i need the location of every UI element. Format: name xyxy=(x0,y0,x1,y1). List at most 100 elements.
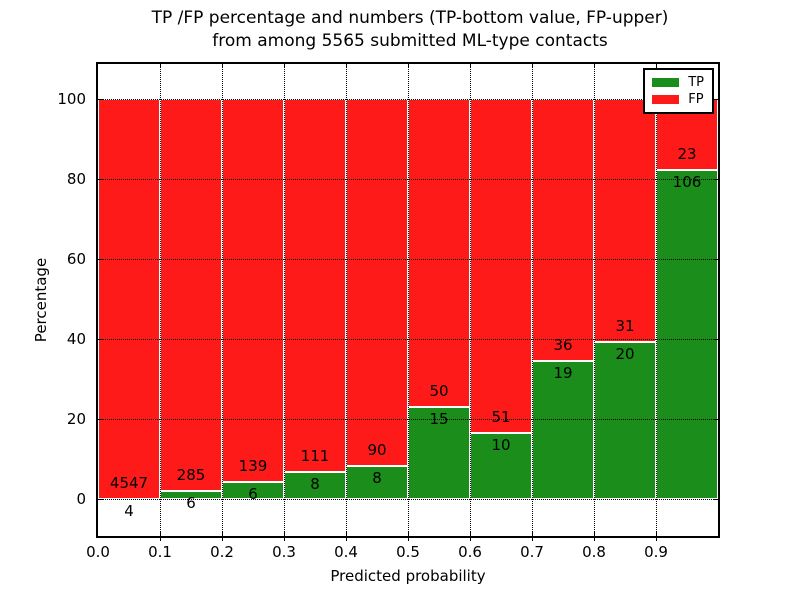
x-tick-mark-top xyxy=(222,64,223,68)
tp-count-label: 6 xyxy=(248,485,258,504)
tp-count-label: 106 xyxy=(672,173,702,192)
y-tick-mark-left xyxy=(98,259,103,260)
y-tick-mark-right xyxy=(713,339,718,340)
bar-segment-fp xyxy=(160,99,222,491)
fp-count-label: 23 xyxy=(677,145,697,164)
y-tick-label: 20 xyxy=(66,410,86,428)
x-tick-mark-bottom xyxy=(594,532,595,541)
bar-segment-tp xyxy=(408,406,470,499)
chart-title-line1: TP /FP percentage and numbers (TP-bottom… xyxy=(151,8,669,28)
y-tick-mark-right xyxy=(713,419,718,420)
bar-segment-fp xyxy=(284,99,346,473)
bar-segment-fp xyxy=(594,99,656,343)
x-tick-mark-top xyxy=(408,64,409,68)
y-tick-label: 100 xyxy=(57,90,86,108)
legend-swatch-fp xyxy=(652,95,680,104)
bar-segment-fp xyxy=(222,99,284,483)
bar-segment-tp xyxy=(470,433,532,499)
y-tick-mark-right xyxy=(713,99,718,100)
y-tick-mark-left xyxy=(98,179,103,180)
v-gridline xyxy=(346,64,347,536)
x-tick-label: 0.5 xyxy=(396,543,420,561)
y-tick-mark-right xyxy=(713,499,718,500)
bar-segment-fp xyxy=(532,99,594,361)
v-gridline xyxy=(160,64,161,536)
bar-segment-tp xyxy=(656,170,718,499)
bar-segment-fp xyxy=(98,99,160,499)
x-tick-mark-bottom xyxy=(656,532,657,541)
legend-item-fp: FP xyxy=(652,91,704,108)
tp-count-label: 8 xyxy=(372,469,382,488)
fp-count-label: 285 xyxy=(176,465,206,484)
x-tick-mark-bottom xyxy=(470,532,471,541)
fp-count-label: 111 xyxy=(300,447,330,466)
x-tick-label: 0.6 xyxy=(458,543,482,561)
y-tick-mark-right xyxy=(713,259,718,260)
tp-count-label: 20 xyxy=(615,345,635,364)
bar-segment-tp xyxy=(346,466,408,499)
fp-count-label: 31 xyxy=(615,317,635,336)
y-tick-label: 60 xyxy=(66,250,86,268)
v-gridline xyxy=(408,64,409,536)
x-tick-mark-bottom xyxy=(532,532,533,541)
legend-swatch-tp xyxy=(652,78,680,87)
x-tick-mark-top xyxy=(160,64,161,68)
fp-count-label: 139 xyxy=(238,457,268,476)
y-tick-mark-left xyxy=(98,419,103,420)
x-tick-mark-bottom xyxy=(222,532,223,541)
x-tick-mark-top xyxy=(346,64,347,68)
x-tick-label: 0.2 xyxy=(210,543,234,561)
y-tick-mark-right xyxy=(713,179,718,180)
y-tick-label: 40 xyxy=(66,330,86,348)
tp-count-label: 6 xyxy=(186,493,196,512)
x-tick-label: 0.4 xyxy=(334,543,358,561)
v-gridline xyxy=(222,64,223,536)
v-gridline xyxy=(470,64,471,536)
tp-count-label: 4 xyxy=(124,501,134,520)
y-tick-label: 0 xyxy=(76,490,86,508)
fp-count-label: 51 xyxy=(491,408,511,427)
x-tick-label: 0.7 xyxy=(520,543,544,561)
tp-count-label: 19 xyxy=(553,363,573,382)
x-tick-mark-top xyxy=(656,64,657,68)
x-tick-mark-top xyxy=(284,64,285,68)
x-tick-mark-bottom xyxy=(160,532,161,541)
v-gridline xyxy=(594,64,595,536)
x-axis-label: Predicted probability xyxy=(330,567,486,585)
fp-count-label: 36 xyxy=(553,335,573,354)
plot-area: 4547 4 285 6 139 6 111 8 90 8 50 15 51 10 36 19 31 20 23 10… xyxy=(96,62,720,541)
x-tick-mark-top xyxy=(594,64,595,68)
y-tick-mark-left xyxy=(98,99,103,100)
chart-title-line2: from among 5565 submitted ML-type contac… xyxy=(212,31,608,51)
legend-label-fp: FP xyxy=(688,92,704,107)
x-tick-mark-bottom xyxy=(346,532,347,541)
x-tick-label: 0.8 xyxy=(582,543,606,561)
x-tick-label: 0.1 xyxy=(148,543,172,561)
y-axis-label: Percentage xyxy=(32,257,51,343)
x-tick-label: 0.0 xyxy=(86,543,110,561)
y-tick-label: 80 xyxy=(66,170,86,188)
legend: TP FP xyxy=(643,68,714,114)
fp-count-label: 4547 xyxy=(109,473,149,492)
chart-title: TP /FP percentage and numbers (TP-bottom… xyxy=(60,7,760,53)
tp-count-label: 15 xyxy=(429,409,449,428)
x-tick-mark-top xyxy=(532,64,533,68)
x-tick-mark-top xyxy=(470,64,471,68)
x-tick-mark-bottom xyxy=(408,532,409,541)
x-tick-label: 0.3 xyxy=(272,543,296,561)
v-gridline xyxy=(656,64,657,536)
tp-count-label: 8 xyxy=(310,475,320,494)
bar-segment-tp xyxy=(594,342,656,499)
fp-count-label: 50 xyxy=(429,381,449,400)
legend-label-tp: TP xyxy=(688,75,704,90)
bar-segment-fp xyxy=(408,99,470,407)
v-gridline xyxy=(532,64,533,536)
legend-item-tp: TP xyxy=(652,74,704,91)
y-tick-mark-left xyxy=(98,499,103,500)
x-tick-label: 0.9 xyxy=(644,543,668,561)
y-tick-mark-left xyxy=(98,339,103,340)
fp-count-label: 90 xyxy=(367,441,387,460)
x-tick-mark-bottom xyxy=(284,532,285,541)
v-gridline xyxy=(284,64,285,536)
